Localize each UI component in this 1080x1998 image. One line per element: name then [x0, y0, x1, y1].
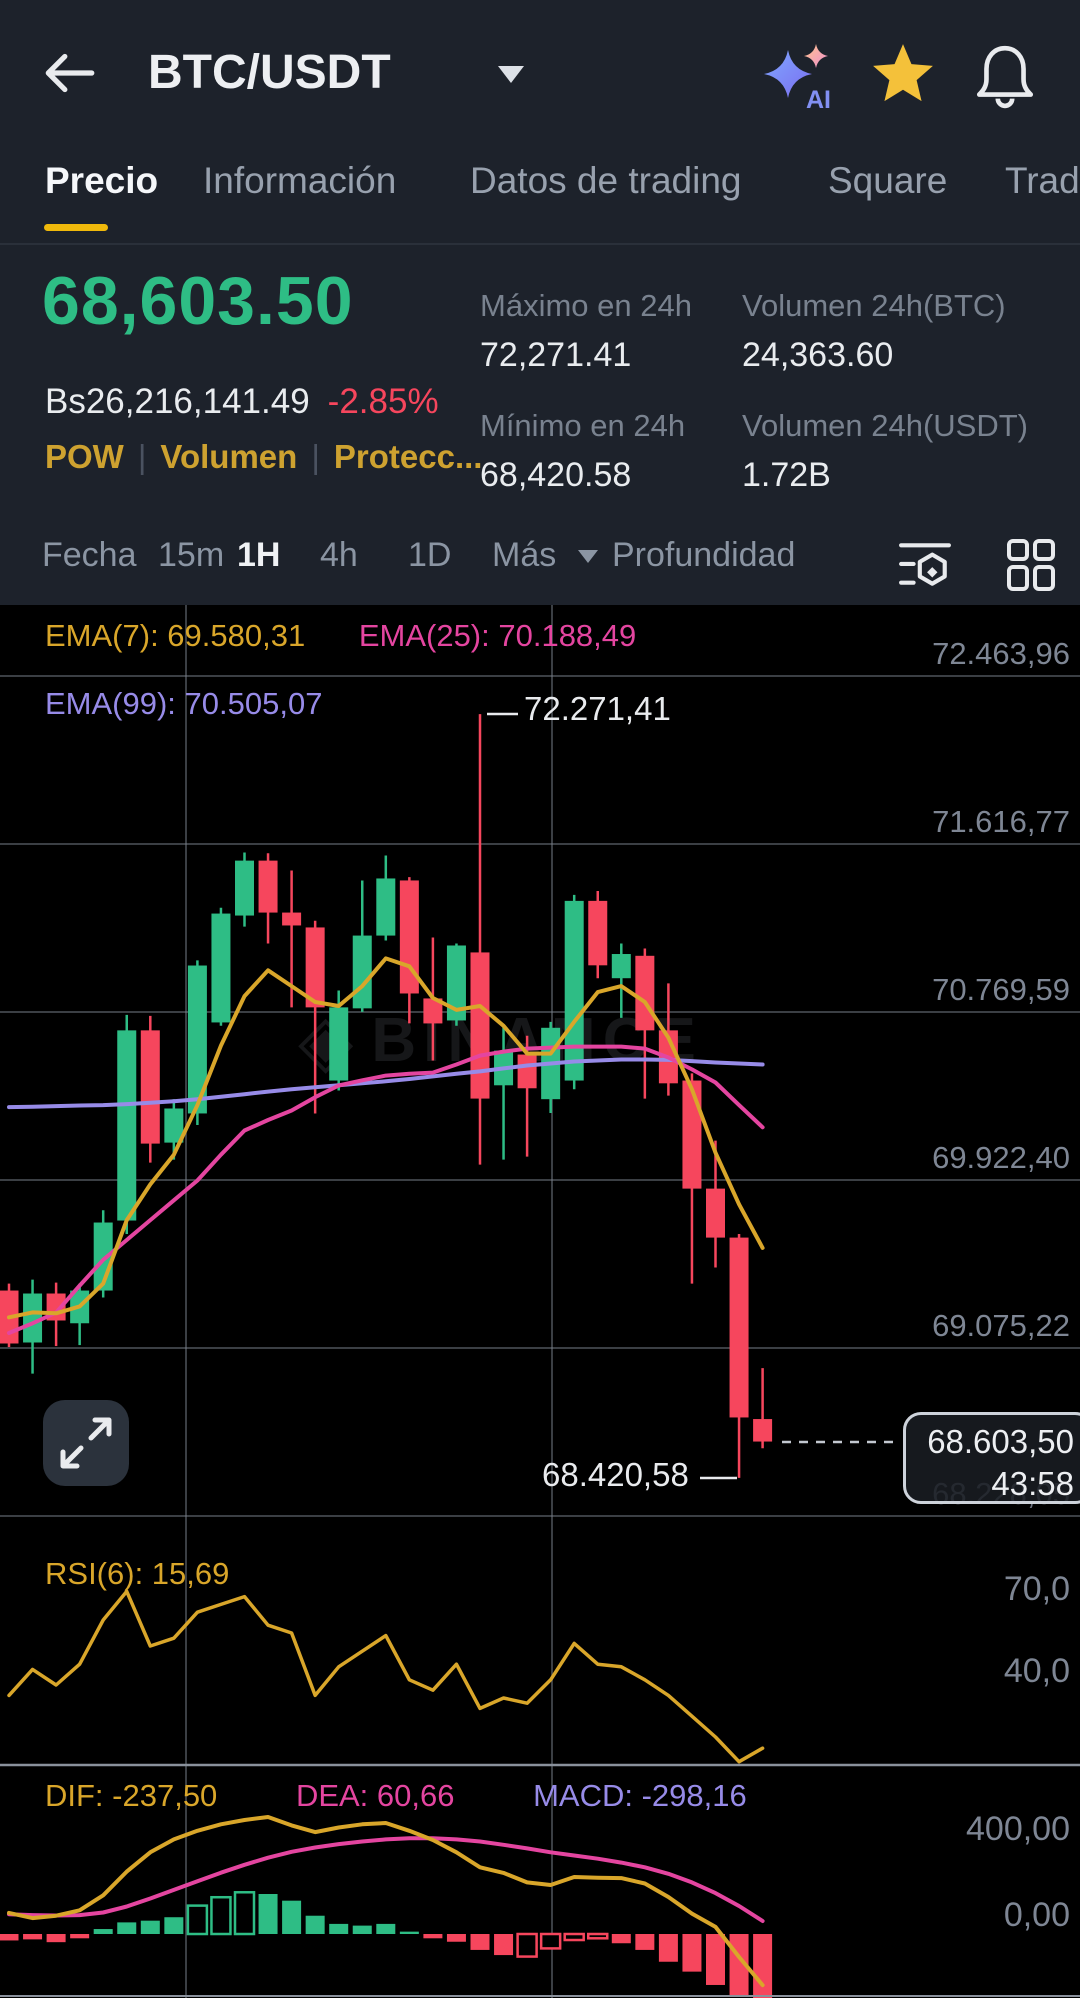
price-chart[interactable] — [0, 605, 1080, 1520]
macd-chart[interactable] — [0, 1768, 1080, 1998]
tab-precio[interactable]: Precio — [45, 160, 159, 201]
timeframe-1d[interactable]: 1D — [408, 536, 452, 574]
last-price-tag: 68.603,50 43:58 — [903, 1412, 1080, 1504]
layout-grid-icon[interactable] — [1006, 538, 1056, 592]
fiat-price-row: Bs26,216,141.49 -2.85% — [45, 382, 439, 422]
timeframe-fecha[interactable]: Fecha — [42, 536, 137, 574]
tab-square[interactable]: Square — [828, 160, 948, 201]
y-axis-label: 400,00 — [966, 1810, 1070, 1848]
divider — [0, 243, 1080, 245]
stat-value: 24,363.60 — [742, 336, 894, 374]
pair-dropdown-caret-icon[interactable] — [498, 66, 524, 83]
tab-trade[interactable]: Trad — [1005, 160, 1080, 201]
y-axis-label: 69.075,22 — [932, 1308, 1070, 1343]
badge-row: POW | Volumen | Protecc... — [45, 438, 482, 476]
y-axis-label: 70,0 — [1003, 1570, 1070, 1608]
y-axis-label: 0,00 — [1003, 1896, 1070, 1934]
ema99-legend: EMA(99): 70.505,07 — [45, 686, 323, 721]
tag-countdown: 43:58 — [991, 1465, 1074, 1502]
dif-label: DIF: -237,50 — [45, 1778, 218, 1813]
ema7-legend: EMA(7): 69.580,31 — [45, 618, 306, 653]
back-icon[interactable] — [40, 44, 98, 102]
stat-label: Volumen 24h(BTC) — [742, 288, 1006, 323]
ema25-legend: EMA(25): 70.188,49 — [358, 618, 637, 653]
header: BTC/USDT AI — [0, 0, 1080, 605]
y-axis-label: 40,0 — [1003, 1652, 1070, 1690]
tab-informacion[interactable]: Información — [203, 160, 397, 201]
expand-arrows-icon — [60, 1417, 112, 1469]
ema-legend-row2: EMA(99): 70.505,07 — [45, 686, 322, 722]
stat-volume-btc: Volumen 24h(BTC) 24,363.60 — [742, 288, 1072, 375]
y-axis-label: 72.463,96 — [932, 636, 1070, 671]
timeframe-mas[interactable]: Más — [492, 536, 557, 574]
tab-datos-de-trading[interactable]: Datos de trading — [470, 160, 742, 201]
favorite-star-icon[interactable] — [870, 40, 936, 106]
stat-label: Volumen 24h(USDT) — [742, 408, 1029, 443]
tag-price: 68.603,50 — [927, 1423, 1074, 1460]
stat-volume-usdt: Volumen 24h(USDT) 1.72B — [742, 408, 1072, 495]
top-bar: BTC/USDT AI — [0, 36, 1080, 112]
last-price: 68,603.50 — [42, 263, 354, 339]
fiat-price: Bs26,216,141.49 — [45, 382, 310, 421]
pair-title[interactable]: BTC/USDT — [148, 46, 391, 99]
low-annotation: 68.420,58 — [542, 1456, 689, 1493]
badge-volumen[interactable]: Volumen — [160, 438, 298, 475]
dea-label: DEA: 60,66 — [295, 1778, 455, 1813]
mas-caret-icon[interactable] — [578, 550, 598, 563]
rsi-chart[interactable] — [0, 1520, 1080, 1768]
timeframe-profundidad[interactable]: Profundidad — [612, 536, 796, 574]
svg-text:AI: AI — [806, 86, 831, 112]
ai-assistant-icon[interactable]: AI — [758, 40, 836, 112]
indicators-settings-icon[interactable] — [898, 538, 952, 592]
stat-value: 1.72B — [742, 456, 831, 494]
stat-value: 72,271.41 — [480, 336, 632, 374]
macd-legend-row: DIF: -237,50 DEA: 60,66 MACD: -298,16 — [45, 1778, 747, 1814]
notifications-bell-icon[interactable] — [972, 40, 1038, 110]
badge-separator: | — [311, 438, 320, 475]
macd-label: MACD: -298,16 — [533, 1778, 747, 1813]
rsi-label: RSI(6): 15,69 — [45, 1556, 230, 1591]
y-axis-label: 70.769,59 — [932, 972, 1070, 1007]
stat-value: 68,420.58 — [480, 456, 632, 494]
fullscreen-expand-button[interactable] — [43, 1400, 129, 1486]
stat-high-24h: Máximo en 24h 72,271.41 — [480, 288, 810, 375]
stat-label: Mínimo en 24h — [480, 408, 686, 443]
active-tab-underline — [44, 224, 108, 231]
high-annotation: 72.271,41 — [524, 690, 671, 727]
price-change-percent: -2.85% — [327, 382, 439, 421]
stat-label: Máximo en 24h — [480, 288, 692, 323]
y-axis-label: 71.616,77 — [932, 804, 1070, 839]
ema-legend-row1: EMA(7): 69.580,31 EMA(25): 70.188,49 — [45, 618, 636, 654]
badge-separator: | — [137, 438, 147, 475]
timeframe-4h[interactable]: 4h — [320, 536, 358, 574]
y-axis-label: 69.922,40 — [932, 1140, 1070, 1175]
timeframe-1h[interactable]: 1H — [237, 536, 281, 574]
badge-pow[interactable]: POW — [45, 438, 124, 475]
stat-low-24h: Mínimo en 24h 68,420.58 — [480, 408, 810, 495]
timeframe-15m[interactable]: 15m — [158, 536, 225, 574]
badge-proteccion[interactable]: Protecc... — [333, 438, 483, 475]
